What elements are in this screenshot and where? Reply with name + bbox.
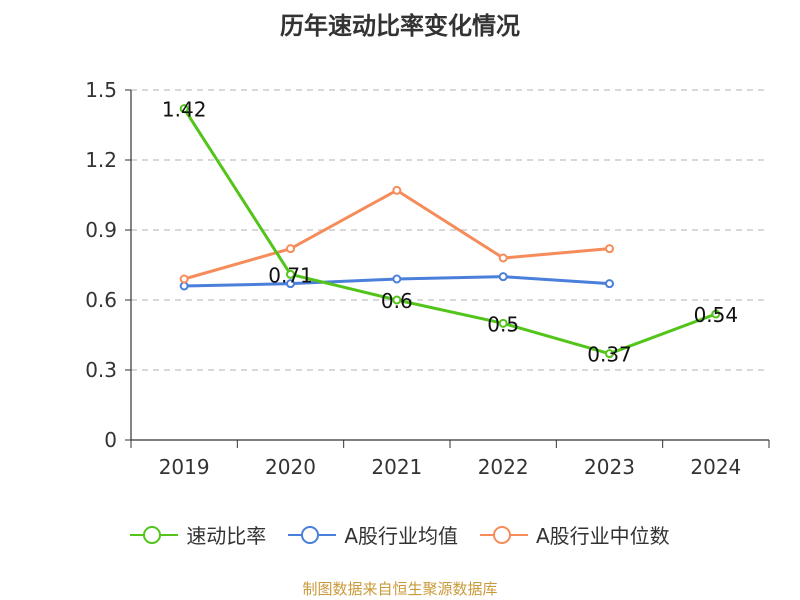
y-tick-label: 1.2 bbox=[85, 148, 117, 172]
data-label: 0.54 bbox=[694, 303, 739, 327]
series-point-0 bbox=[286, 269, 295, 279]
x-tick-label: 2021 bbox=[371, 455, 422, 479]
series-point-2 bbox=[286, 244, 295, 254]
series-point-0 bbox=[605, 349, 614, 359]
x-tick-label: 2022 bbox=[478, 455, 529, 479]
data-label: 1.42 bbox=[162, 98, 207, 122]
series-line-2 bbox=[183, 188, 610, 281]
line-chart: 0 0.3 0.6 0.9 1.2 1.5 2019 2020 2021 2022 2023 2024… bbox=[85, 78, 770, 479]
y-tick-label: 0.3 bbox=[85, 358, 117, 382]
data-label: 0.6 bbox=[381, 289, 413, 313]
legend-label-industry-median: A股行业中位数 bbox=[536, 524, 670, 548]
series-point-0 bbox=[498, 318, 508, 328]
x-tick-label: 2023 bbox=[584, 455, 635, 479]
legend-swatch-quick-ratio bbox=[130, 523, 179, 547]
series-point-1 bbox=[286, 279, 295, 289]
series-point-1 bbox=[392, 274, 402, 284]
legend-item-industry-mean[interactable]: A股行业均值 bbox=[288, 520, 458, 549]
x-tick-label: 2019 bbox=[159, 455, 210, 479]
series-point-1 bbox=[498, 272, 508, 282]
data-source-note: 制图数据来自恒生聚源数据库 bbox=[302, 580, 498, 598]
y-tick-label: 1.5 bbox=[85, 78, 117, 102]
legend-item-quick-ratio[interactable]: 速动比率 bbox=[130, 520, 266, 549]
chart-title: 历年速动比率变化情况 bbox=[280, 12, 520, 40]
series-point-0 bbox=[179, 104, 189, 114]
y-tick-label: 0 bbox=[104, 428, 117, 452]
legend-swatch-industry-median bbox=[480, 523, 528, 547]
series-point-0 bbox=[711, 309, 721, 319]
legend-swatch-industry-mean bbox=[288, 523, 337, 547]
data-label: 0.71 bbox=[268, 263, 313, 287]
series-point-0 bbox=[392, 295, 402, 305]
series-point-1 bbox=[179, 281, 189, 291]
series-point-2 bbox=[498, 253, 508, 263]
data-label: 0.5 bbox=[487, 312, 519, 336]
series-point-1 bbox=[605, 279, 614, 289]
legend-item-industry-median[interactable]: A股行业中位数 bbox=[480, 520, 670, 549]
data-label: 0.37 bbox=[587, 343, 632, 367]
y-tick-label: 0.9 bbox=[85, 218, 117, 242]
x-tick-label: 2024 bbox=[690, 455, 741, 479]
series-point-2 bbox=[392, 185, 402, 195]
x-tick-label: 2020 bbox=[265, 455, 316, 479]
series-point-2 bbox=[605, 244, 614, 254]
legend-label-industry-mean: A股行业均值 bbox=[344, 524, 458, 548]
chart-legend: 速动比率 A股行业均值 A股行业中位数 bbox=[0, 520, 800, 549]
legend-label-quick-ratio: 速动比率 bbox=[186, 524, 267, 548]
series-point-2 bbox=[179, 274, 189, 284]
y-tick-label: 0.6 bbox=[85, 288, 117, 312]
series-line-0 bbox=[182, 107, 717, 356]
